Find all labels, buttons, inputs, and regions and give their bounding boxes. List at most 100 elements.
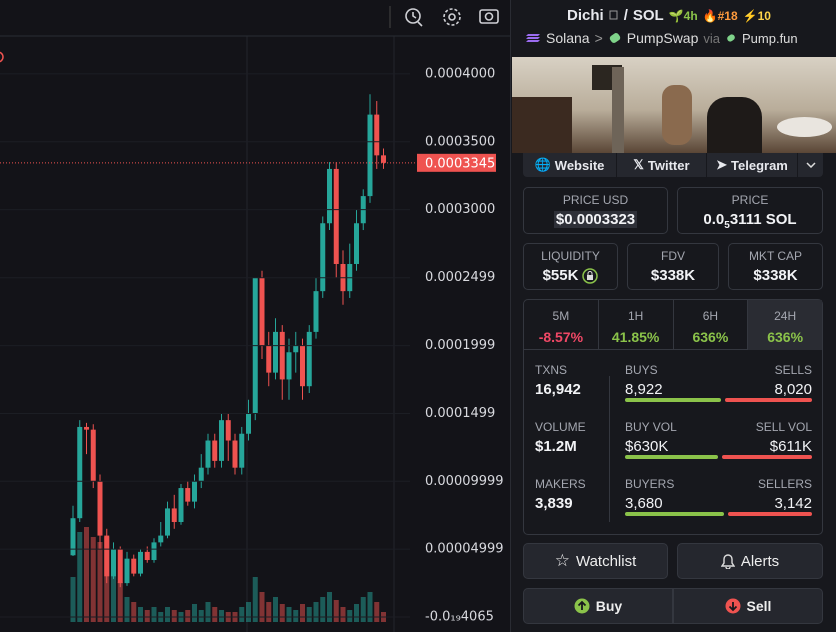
label: MKT CAP	[748, 249, 803, 263]
stat-sell: SELL VOL $611K	[756, 420, 812, 455]
launchpad[interactable]: Pump.fun	[742, 30, 798, 46]
ratio-bar	[625, 398, 812, 402]
stat-value: $630K	[625, 438, 669, 455]
buy-button[interactable]: Buy	[523, 588, 673, 624]
volume-bar	[300, 604, 305, 622]
link-button[interactable]: 𝕏 Twitter	[617, 153, 707, 177]
rank: #18	[717, 8, 738, 23]
candle-body	[279, 331, 285, 380]
value-row: $55K	[524, 267, 617, 284]
link-button[interactable]: 🌐 Website	[523, 153, 617, 177]
link: Website	[554, 157, 605, 173]
image-shape	[707, 97, 762, 153]
candle-body	[381, 155, 386, 163]
fdv: FDV $338K	[627, 243, 719, 290]
y-tick-label: -0.0₁₉4065	[425, 610, 494, 625]
volume-bar	[266, 602, 272, 622]
price-native: PRICE 0.053111 SOL	[677, 187, 823, 234]
y-tick-label: 0.00009999	[425, 474, 504, 489]
image-shape	[512, 97, 572, 153]
candle-body	[266, 345, 272, 373]
chain-icon	[526, 34, 540, 42]
volume-bar	[165, 607, 170, 622]
sell-share	[727, 512, 812, 516]
stat-value: 3,839	[535, 495, 573, 512]
toolbar-icons[interactable]	[405, 8, 499, 27]
last-price-label: 0.0003345	[425, 156, 495, 171]
copy-icon[interactable]	[609, 10, 619, 21]
ratio-bar	[625, 455, 812, 459]
sell-share	[721, 455, 812, 459]
stat-value: 3,142	[774, 495, 812, 512]
y-tick-label: 0.0001999	[425, 338, 495, 353]
timeframe-label: 6H	[702, 309, 719, 323]
candle-body	[327, 168, 332, 224]
alerts-button[interactable]: Alerts	[677, 543, 823, 579]
token-symbol: Dichi	[567, 7, 604, 24]
dex-icon	[609, 33, 620, 43]
candle-body	[205, 440, 211, 468]
candles	[70, 94, 386, 622]
sell-share	[725, 398, 812, 402]
candle-body	[219, 420, 224, 461]
stat-buy: BUY VOL $630K	[625, 420, 677, 455]
watchlist-button[interactable]: ☆ Watchlist	[523, 543, 668, 579]
volume-bar	[97, 542, 103, 622]
timeframe-tab[interactable]: 6H 636%	[674, 300, 749, 350]
volume-bar	[151, 607, 157, 622]
timeframe-tab[interactable]: 24H 636%	[748, 300, 822, 350]
arrow: >	[594, 30, 603, 46]
timeframe-label: 5M	[552, 309, 570, 323]
candle-body	[84, 426, 89, 430]
y-tick-label: 0.0004000	[425, 66, 495, 81]
volume-bar	[138, 607, 143, 622]
label: Watchlist	[575, 552, 637, 570]
divider	[609, 376, 610, 522]
volume-bar	[286, 607, 292, 622]
stat-total: MAKERS 3,839	[535, 477, 586, 512]
stat-label: SELLERS	[757, 477, 812, 491]
volume-bar	[90, 537, 96, 622]
chain[interactable]: Solana	[546, 30, 590, 46]
candle-body	[286, 352, 292, 380]
candle-body	[111, 549, 116, 577]
label: Sell	[746, 598, 772, 614]
volume-bar	[111, 562, 116, 622]
stats-card: 5M -8.57% 1H 41.85% 6H 636% 24H 636% TXNS 16,942…	[523, 299, 823, 535]
volume-bar	[320, 597, 326, 622]
volume-bar	[306, 607, 312, 622]
sell-button[interactable]: Sell	[673, 588, 823, 624]
age: 4h	[683, 8, 698, 23]
stat-buy: BUYS 8,922	[625, 363, 663, 398]
stat-value: 8,020	[774, 381, 812, 398]
volume-bar	[246, 602, 251, 622]
image-shape	[612, 67, 624, 153]
candle-body	[70, 518, 76, 556]
value: $0.0003323	[524, 211, 667, 228]
stat-label: VOLUME	[535, 420, 586, 434]
candle-body	[151, 542, 157, 561]
buy-share	[625, 455, 718, 459]
more-links[interactable]	[798, 162, 823, 168]
link-button[interactable]: ➤ Telegram	[707, 153, 798, 177]
timeframe-tab[interactable]: 1H 41.85%	[599, 300, 674, 350]
candle-body	[333, 168, 339, 264]
volume-bar	[293, 610, 299, 622]
candle-body	[225, 420, 231, 441]
stat-value: 3,680	[625, 495, 663, 512]
stat-label: BUYS	[625, 363, 658, 377]
value: $338K	[753, 267, 798, 284]
volume-bar	[252, 577, 258, 622]
y-tick-label: 0.0003500	[425, 134, 495, 149]
volume-bar	[192, 604, 197, 622]
candle-body	[138, 551, 143, 574]
volume-bar	[360, 597, 366, 622]
volume-bar	[70, 577, 76, 622]
dex[interactable]: PumpSwap	[626, 30, 699, 46]
y-tick-label: 0.00004999	[425, 542, 504, 557]
label: LIQUIDITY	[541, 249, 600, 263]
stat-total: VOLUME $1.2M	[535, 420, 586, 455]
y-tick-label: 0.0002499	[425, 270, 495, 285]
timeframe-tab[interactable]: 5M -8.57%	[524, 300, 599, 350]
price-usd: PRICE USD $0.0003323	[523, 187, 668, 234]
